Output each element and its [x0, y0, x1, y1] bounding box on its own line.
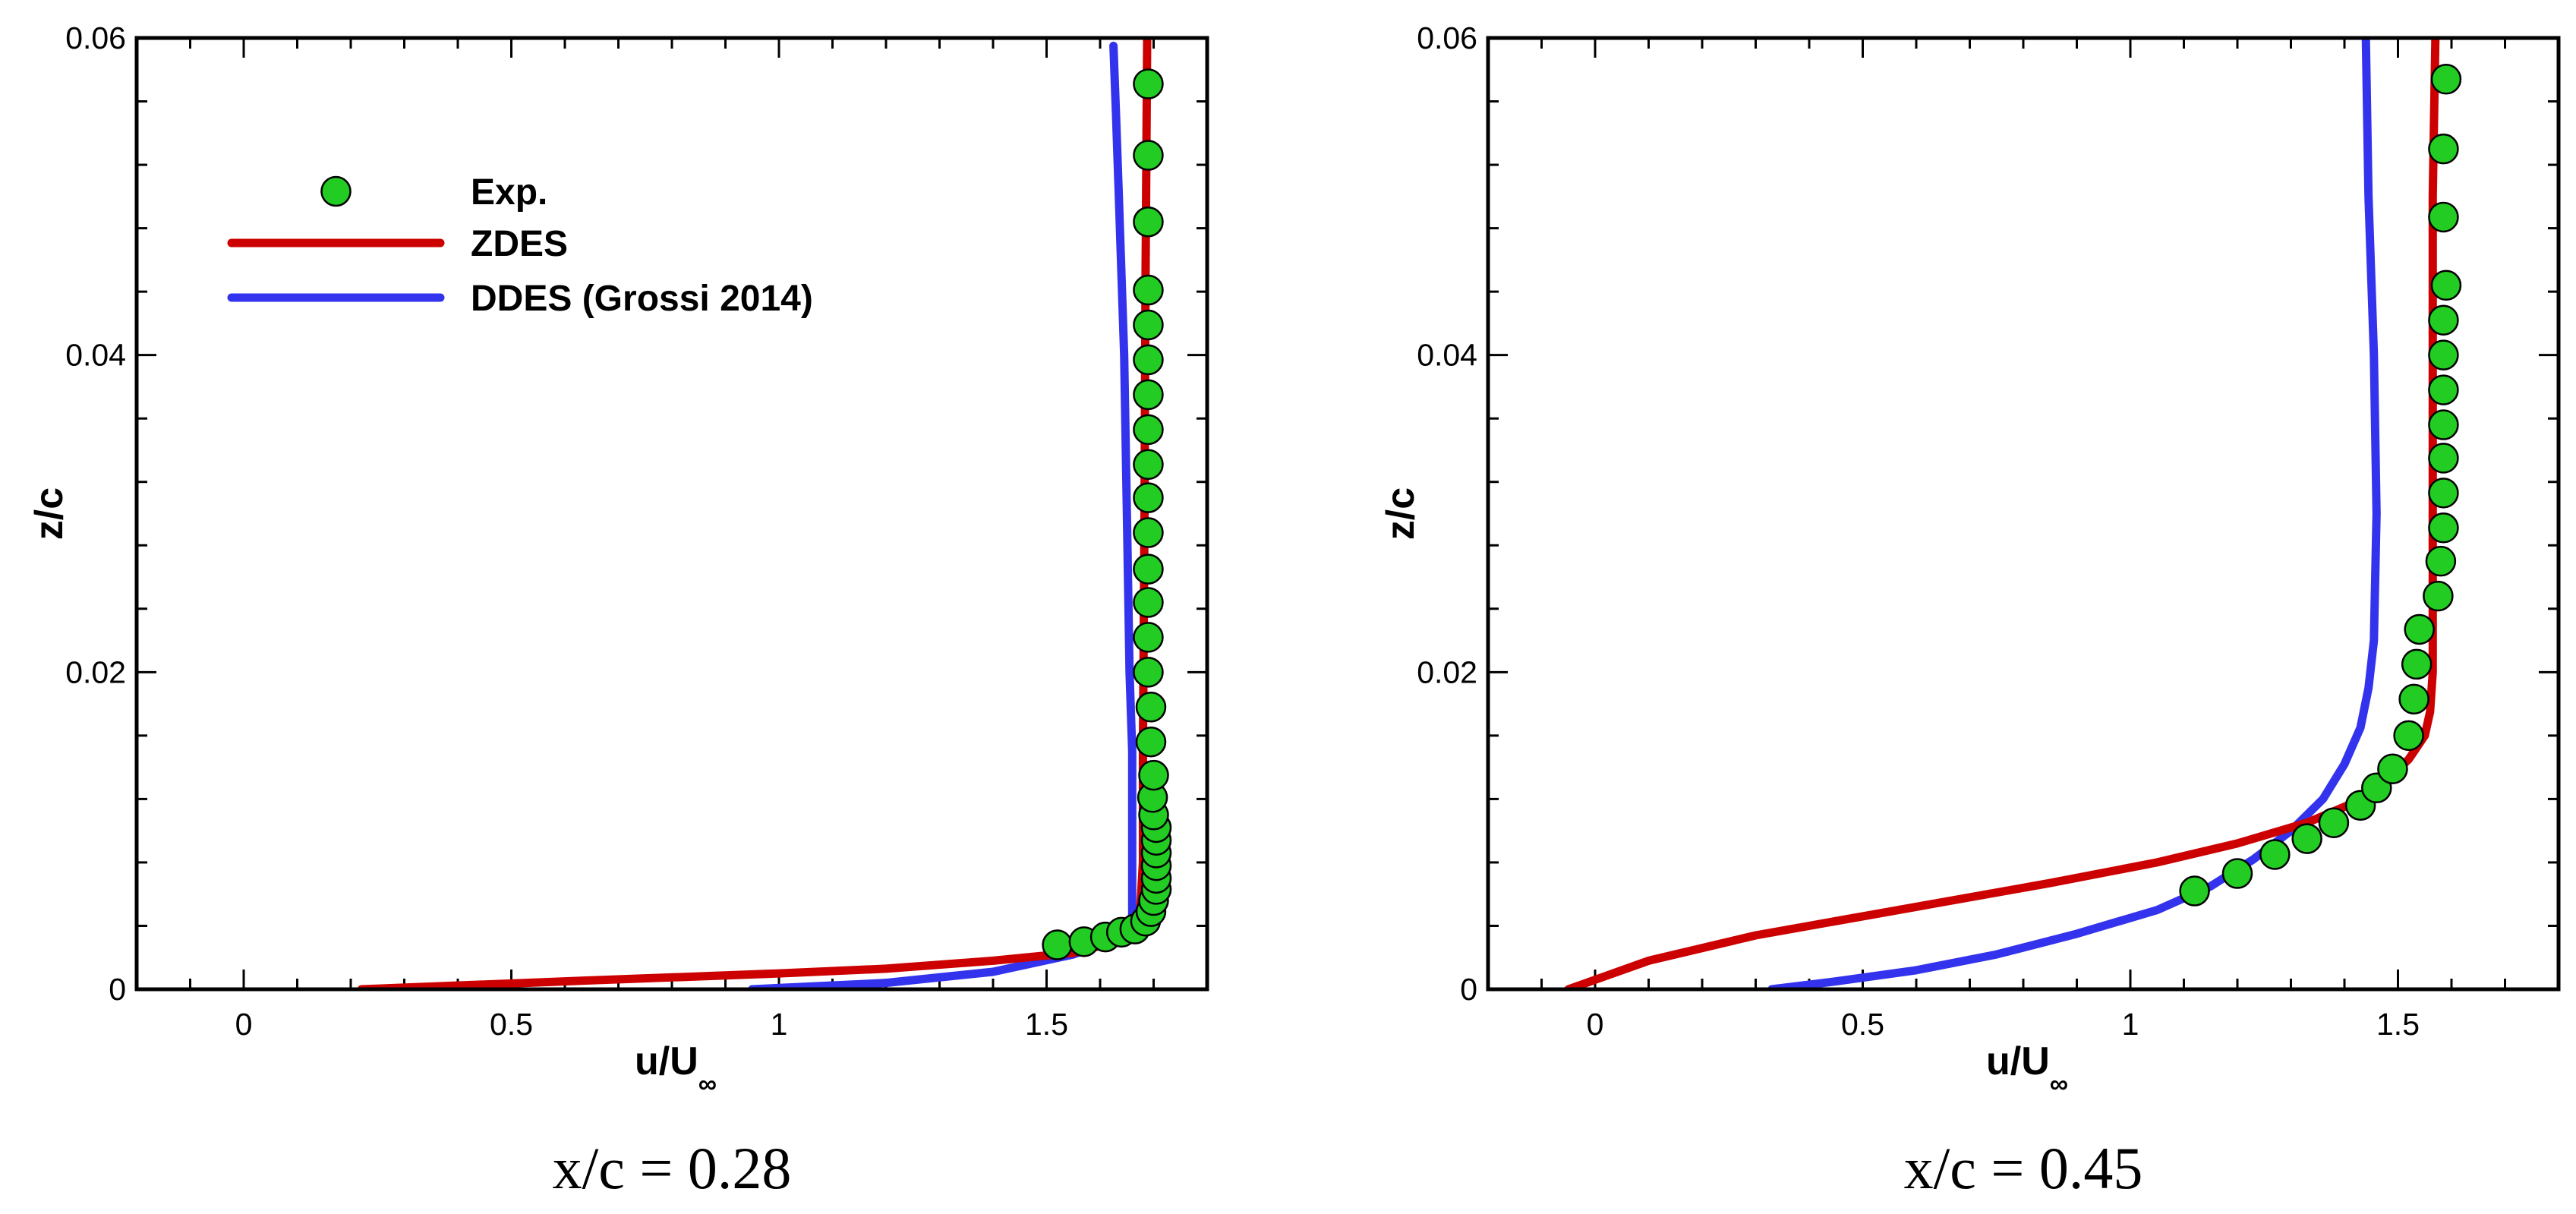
exp-data-point	[1133, 274, 1164, 306]
exp-data-point	[1135, 726, 1167, 758]
chart-panel-2: 0 0.5 1 1.5 0 0.02 0.04 0.06 u/U∞ z/c x/c = 0.45	[1379, 20, 2561, 1201]
exp-data-point	[1133, 206, 1164, 238]
x-tick-label: 1.5	[2376, 1007, 2420, 1042]
x-axis-title-subscript: ∞	[2050, 1070, 2068, 1099]
exp-data-point	[1133, 68, 1164, 99]
exp-data-point	[2259, 839, 2291, 870]
exp-data-point	[1133, 622, 1164, 653]
exp-data-point	[2318, 807, 2350, 838]
panel-caption: x/c = 0.45	[1904, 1135, 2143, 1201]
y-tick-label: 0.04	[1417, 338, 1477, 373]
exp-data-point	[2404, 613, 2435, 645]
exp-data-point	[2377, 753, 2408, 784]
x-axis-title-subscript: ∞	[698, 1070, 717, 1099]
x-tick-label: 0	[1587, 1007, 1604, 1042]
x-axis-title-main: u/U	[635, 1039, 698, 1083]
exp-data-point	[2430, 64, 2462, 95]
exp-data-point	[2221, 858, 2253, 889]
exp-data-point	[2428, 133, 2459, 165]
series-line-ddes	[1767, 38, 2381, 989]
exp-data-point	[1133, 587, 1164, 618]
x-axis-title: u/U∞	[635, 1039, 717, 1099]
exp-data-point	[1133, 553, 1164, 585]
exp-data-point	[2428, 304, 2459, 336]
exp-data-point	[2430, 270, 2462, 301]
y-tick-label: 0.06	[1417, 20, 1477, 55]
exp-data-point	[2428, 201, 2459, 233]
series-line-ddes	[748, 41, 1137, 989]
exp-data-point	[2291, 823, 2322, 854]
exp-data-point	[2179, 875, 2210, 907]
x-axis-title: u/U∞	[1986, 1039, 2068, 1099]
y-axis-title: z/c	[27, 487, 71, 540]
y-tick-label: 0.02	[65, 654, 126, 689]
x-tick-label: 0	[235, 1007, 253, 1042]
exp-data-point	[2398, 683, 2429, 715]
y-axis-title: z/c	[1379, 487, 1423, 540]
exp-data-point	[1133, 657, 1164, 688]
legend: Exp. ZDES DDES (Grossi 2014)	[227, 172, 813, 319]
exp-data-point	[2428, 478, 2459, 509]
y-tick-label: 0.02	[1417, 654, 1477, 689]
plot-frame	[134, 36, 1209, 992]
exp-data-point	[1135, 692, 1167, 723]
y-tick-label: 0.04	[65, 338, 126, 373]
exp-data-point	[1042, 929, 1073, 960]
x-axis-title-main: u/U	[1986, 1039, 2050, 1083]
exp-data-point	[2423, 580, 2454, 612]
exp-data-point	[1133, 414, 1164, 446]
exp-data-point	[1133, 309, 1164, 341]
panel-caption: x/c = 0.28	[553, 1135, 792, 1201]
x-tick-label: 0.5	[490, 1007, 533, 1042]
legend-label: Exp.	[471, 172, 547, 213]
x-tick-label: 1.5	[1025, 1007, 1068, 1042]
exp-data-point	[1133, 344, 1164, 376]
y-tick-label: 0.06	[65, 20, 126, 55]
x-tick-label: 1	[2122, 1007, 2139, 1042]
x-tick-label: 1	[771, 1007, 788, 1042]
exp-data-point	[1133, 449, 1164, 481]
x-tick-label: 0.5	[1841, 1007, 1884, 1042]
legend-marker-exp	[320, 175, 352, 207]
exp-data-point	[2425, 545, 2457, 577]
exp-data-point	[2428, 339, 2459, 371]
exp-data-point	[1133, 482, 1164, 513]
exp-data-point	[2428, 512, 2459, 544]
chart-panel-1: 0 0.5 1 1.5 0 0.02 0.04 0.06 u/U∞ z/c x/c = 0.28 Ex…	[27, 20, 1209, 1201]
exp-data-point	[1138, 759, 1169, 791]
y-tick-label: 0	[109, 972, 126, 1007]
exp-data-point	[1133, 517, 1164, 548]
exp-data-point	[2428, 443, 2459, 474]
exp-data-point	[2428, 374, 2459, 405]
y-tick-label: 0	[1460, 972, 1477, 1007]
legend-label: ZDES	[471, 224, 568, 264]
exp-data-point	[2428, 409, 2459, 440]
plot-frame	[1486, 36, 2561, 992]
exp-data-point	[1133, 379, 1164, 411]
exp-data-point	[2401, 648, 2433, 680]
exp-data-point	[1133, 140, 1164, 171]
exp-data-point	[2393, 720, 2424, 752]
legend-label: DDES (Grossi 2014)	[471, 279, 813, 319]
